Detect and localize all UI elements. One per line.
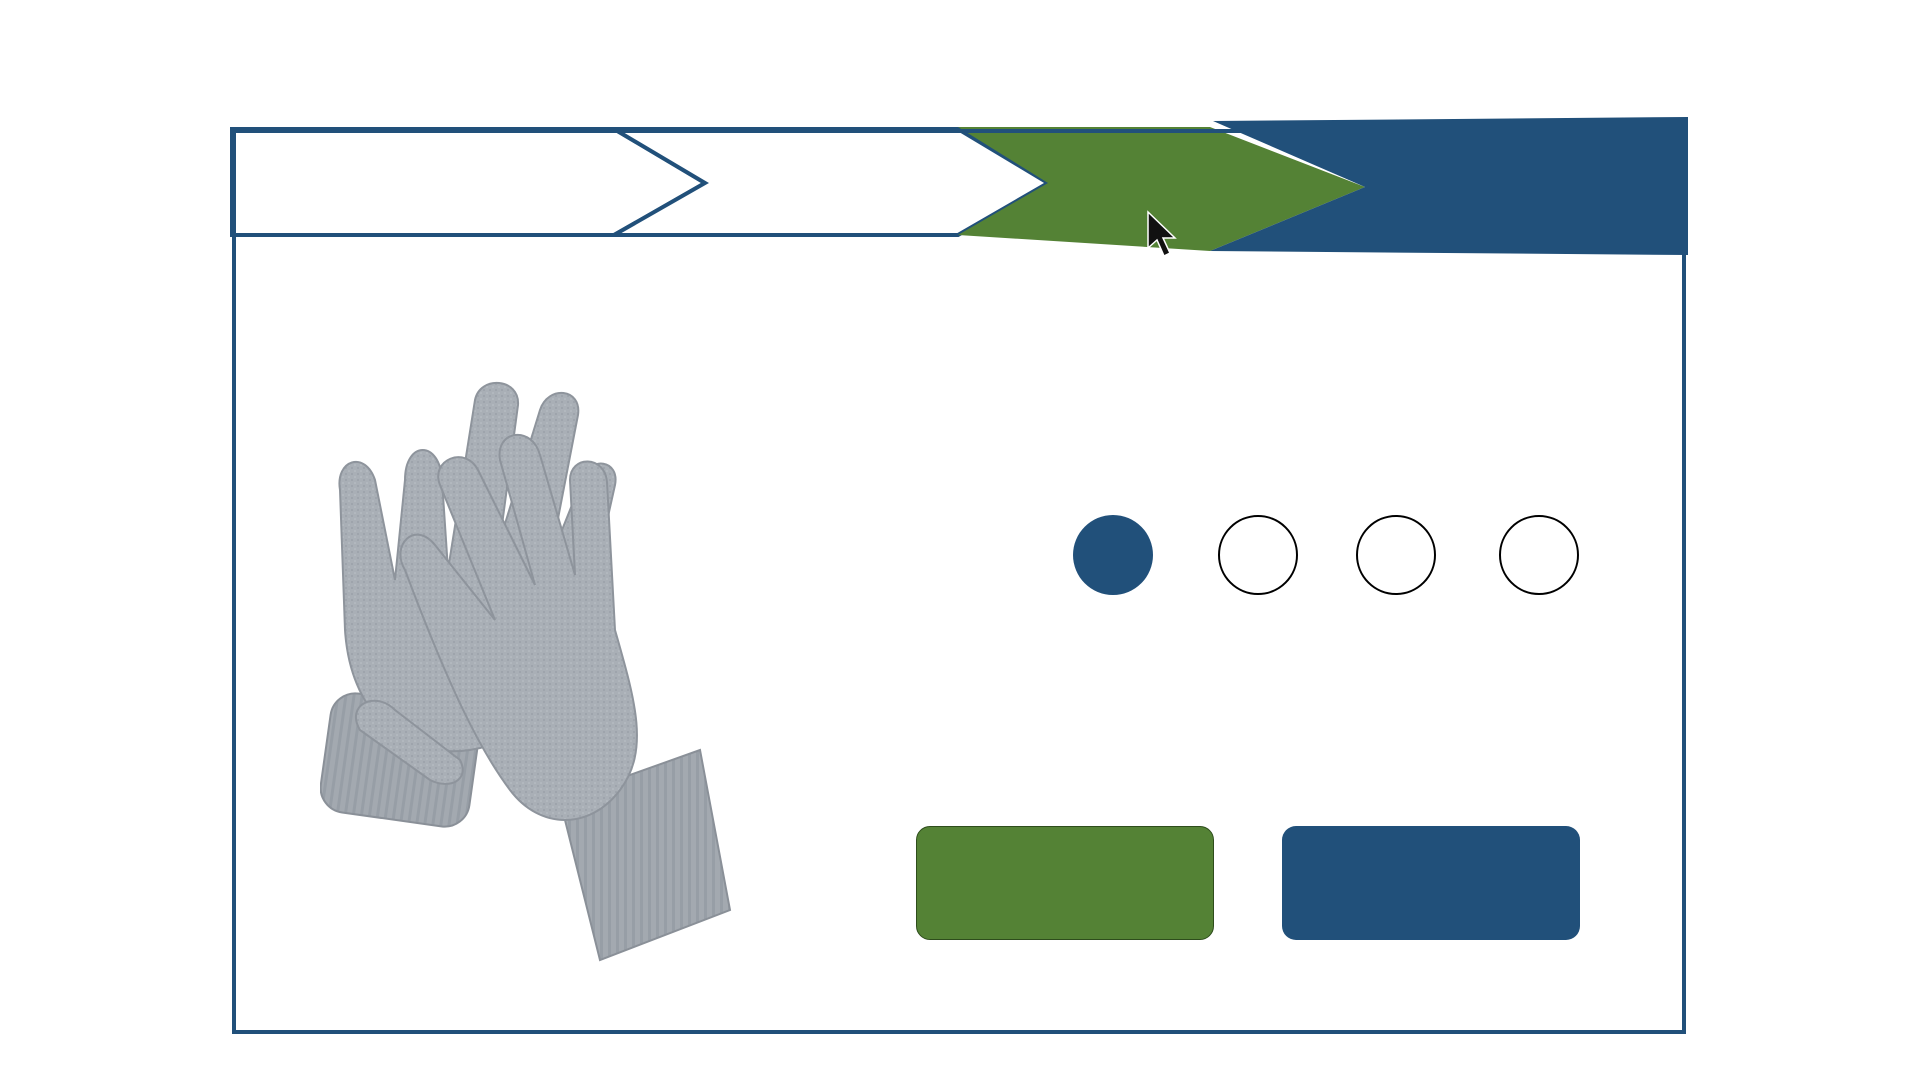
content-frame xyxy=(232,129,1686,1034)
carousel-dot-3[interactable] xyxy=(1356,515,1436,595)
secondary-action-button[interactable] xyxy=(1282,826,1580,940)
step-3-current[interactable] xyxy=(958,127,1365,251)
carousel-dot-1-active[interactable] xyxy=(1073,515,1153,595)
progress-stepper xyxy=(230,117,1688,255)
step-4[interactable] xyxy=(1210,117,1688,255)
glove-front xyxy=(354,434,732,962)
carousel-dot-4[interactable] xyxy=(1499,515,1579,595)
primary-action-button[interactable] xyxy=(916,826,1214,940)
mouse-cursor-icon xyxy=(1147,210,1177,258)
carousel-dot-2[interactable] xyxy=(1218,515,1298,595)
product-image-gloves xyxy=(320,382,732,962)
